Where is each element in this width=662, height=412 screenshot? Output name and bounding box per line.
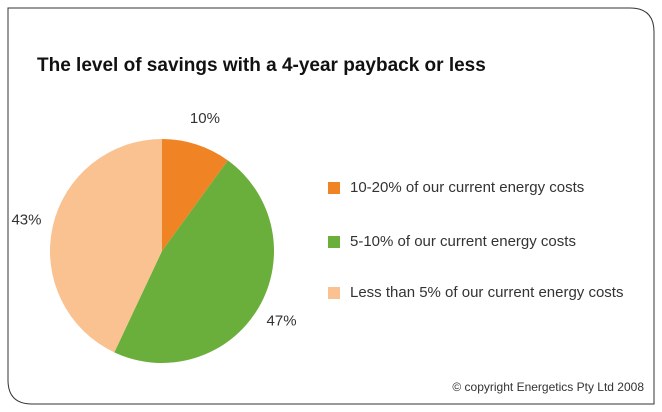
pie [50, 139, 275, 364]
chart-title: The level of savings with a 4-year payba… [37, 55, 486, 76]
legend-label: 5-10% of our current energy costs [350, 233, 576, 250]
data-label: 43% [11, 212, 41, 229]
annotation: © copyright Energetics Pty Ltd 2008 [452, 380, 644, 394]
legend-label: Less than 5% of our current energy costs [350, 284, 624, 301]
pie-slice [114, 160, 275, 364]
data-label: 47% [267, 313, 297, 330]
legend-swatch [328, 287, 340, 299]
legend-swatch [328, 236, 340, 248]
pie-slice [162, 139, 228, 251]
pie-slice [50, 139, 162, 353]
legend-swatch [328, 182, 340, 194]
legend-label: 10-20% of our current energy costs [350, 179, 585, 196]
data-label: 10% [190, 110, 220, 127]
